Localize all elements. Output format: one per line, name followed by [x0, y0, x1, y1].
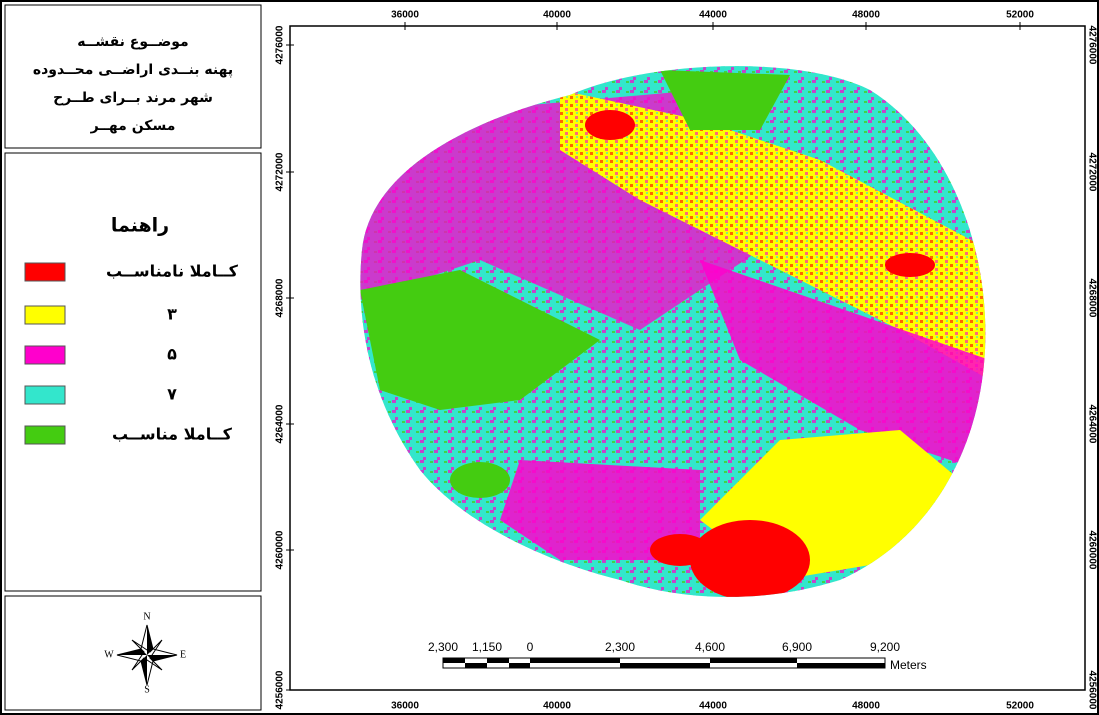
scale-unit: Meters: [890, 658, 927, 672]
scale-label: 6,900: [782, 640, 812, 654]
x-coord-label: 40000: [543, 701, 571, 712]
x-coord-label: 40000: [543, 10, 571, 21]
compass-letter: N: [143, 611, 150, 622]
compass-letter: E: [180, 649, 186, 660]
page: موضــوع نقشــه پهنه بنــدی اراضــی محــدو…: [0, 0, 1099, 715]
y-coord-label: 4272000: [275, 152, 286, 191]
y-coord-label: 4276000: [275, 25, 286, 64]
compass-rose: [117, 625, 177, 685]
scale-label: 1,150: [472, 640, 502, 654]
legend-swatch: [25, 426, 65, 444]
y-coord-label: 4268000: [1086, 279, 1097, 318]
x-coord-label: 52000: [1006, 10, 1034, 21]
x-coord-label: 44000: [699, 701, 727, 712]
y-coord-label: 4264000: [1086, 405, 1097, 444]
y-coord-label: 4256000: [275, 670, 286, 709]
compass-letter: S: [144, 684, 150, 695]
compass-letter: W: [104, 649, 114, 660]
scale-label: 9,200: [870, 640, 900, 654]
scale-label: 0: [527, 640, 534, 654]
title-line: شهر مرند بــرای طــرح: [53, 90, 213, 106]
x-coord-label: 36000: [391, 701, 419, 712]
legend-swatch: [25, 263, 65, 281]
x-coord-label: 44000: [699, 10, 727, 21]
map-layout: موضــوع نقشــه پهنه بنــدی اراضــی محــدو…: [0, 0, 1099, 715]
legend-swatch: [25, 346, 65, 364]
scale-label: 2,300: [428, 640, 458, 654]
scale-bar: [443, 658, 885, 668]
x-coord-label: 48000: [852, 701, 880, 712]
scale-label: 4,600: [695, 640, 725, 654]
legend-swatch: [25, 306, 65, 324]
x-coord-label: 52000: [1006, 701, 1034, 712]
legend-label: ۵: [167, 345, 177, 364]
title-line: پهنه بنــدی اراضــی محــدوده: [33, 62, 233, 78]
y-coord-label: 4276000: [1086, 26, 1097, 65]
scale-label: 2,300: [605, 640, 635, 654]
x-coord-label: 48000: [852, 10, 880, 21]
y-coord-label: 4272000: [1086, 153, 1097, 192]
y-coord-label: 4260000: [275, 530, 286, 569]
legend-heading: راهنما: [111, 215, 169, 237]
raster-map: [350, 50, 1000, 610]
legend-label: ۷: [167, 385, 177, 404]
legend-label: کــاملا مناســب: [112, 425, 233, 444]
y-coord-label: 4260000: [1086, 531, 1097, 570]
legend-swatch: [25, 386, 65, 404]
x-coord-label: 36000: [391, 10, 419, 21]
legend-label: کــاملا نامناســب: [106, 262, 239, 281]
title-line: مسکن مهــر: [90, 118, 176, 134]
y-coord-label: 4264000: [275, 404, 286, 443]
y-coord-label: 4256000: [1086, 671, 1097, 710]
legend-label: ۳: [167, 305, 177, 324]
y-coord-label: 4268000: [275, 278, 286, 317]
title-line: موضــوع نقشــه: [77, 34, 188, 50]
